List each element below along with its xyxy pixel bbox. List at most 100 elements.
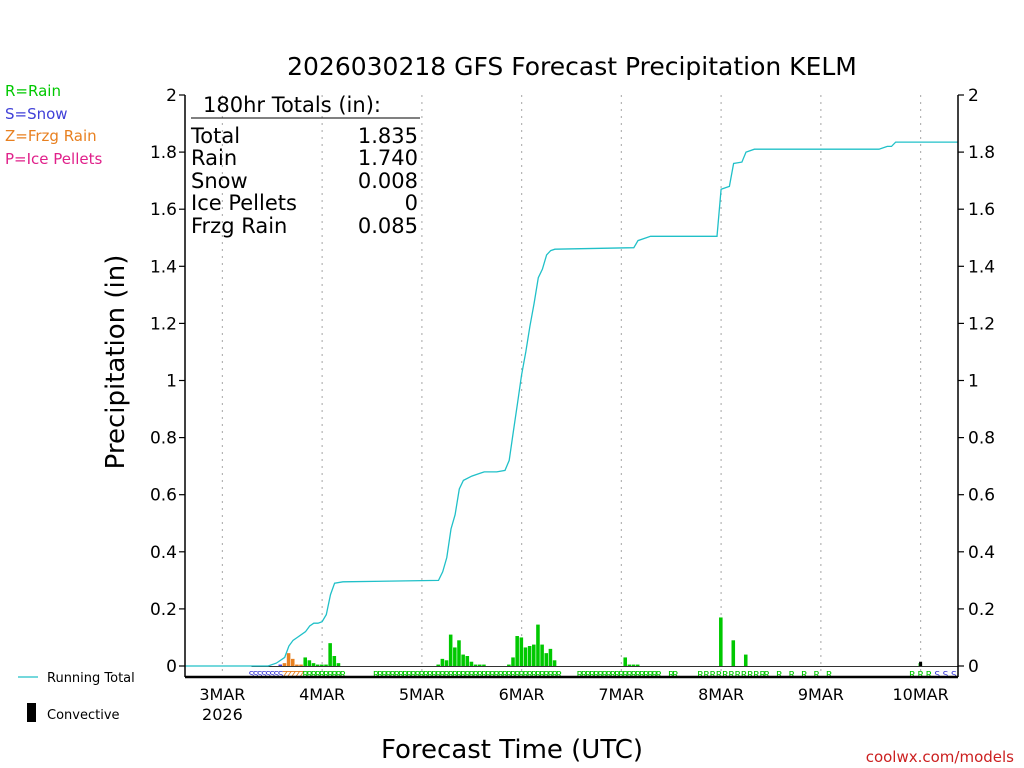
precip-type-marker: R [435,670,442,681]
precip-type-marker: S [934,670,940,681]
precip-type-marker: R [406,670,413,681]
precip-type-marker: R [448,670,455,681]
precip-type-marker: R [753,670,760,681]
precip-bar [623,657,628,666]
precip-bar [743,654,748,666]
precip-type-marker: R [552,670,559,681]
precip-type-marker: S [269,670,275,681]
precip-type-marker: R [411,670,418,681]
precip-type-marker: R [643,670,650,681]
precip-type-marker: R [332,670,339,681]
convective-swatch [27,703,36,722]
precip-type-marker: R [444,670,451,681]
totals-label-total: Total [190,124,240,148]
precip-type-marker: R [502,670,509,681]
precip-bar [519,637,524,666]
precip-bar [286,653,291,666]
precip-type-marker: R [704,670,711,681]
precip-bar [448,634,453,666]
precip-type-marker: R [656,670,663,681]
y-tick-label-left: 0.2 [150,600,177,620]
precip-bar [511,657,515,666]
totals-value-snow: 0.008 [358,169,418,193]
precip-type-marker: R [623,670,630,681]
precip-type-marker: R [485,670,492,681]
precip-type-marker: R [716,670,723,681]
y-tick-label-left: 1 [166,372,177,392]
totals-value-total: 1.835 [358,124,418,148]
precip-type-marker: R [431,670,438,681]
x-tick-label: 9MAR [798,685,844,704]
precip-type-marker: R [627,670,634,681]
precip-type-marker: S [257,670,263,681]
precip-type-marker: S [951,670,957,681]
x-tick-year: 2026 [202,705,243,724]
precip-type-marker: S [278,670,284,681]
precip-bar [299,664,303,666]
totals-value-freezing-rain: 0.085 [358,214,418,238]
precip-bar [552,660,557,666]
precip-type-marker: R [402,670,409,681]
precip-type-marker: R [323,670,330,681]
y-tick-label-right: 0.6 [968,486,995,506]
precip-type-marker: R [415,670,422,681]
precip-bar [332,656,337,666]
totals-label-ice-pellets: Ice Pellets [191,191,297,215]
precip-bar [631,664,636,666]
precip-bar [527,646,532,666]
precip-bar [540,644,544,666]
y-tick-label-left: 1.8 [150,143,177,163]
precip-type-marker: R [460,670,467,681]
credit-text: coolwx.com/models [866,748,1014,766]
y-tick-label-right: 1.8 [968,143,995,163]
precip-type-marker: R [440,670,447,681]
precip-type-marker: R [381,670,388,681]
precip-bar [465,656,470,666]
precip-type-marker: R [481,670,488,681]
precip-type-marker: R [776,670,783,681]
precip-bar [627,664,632,666]
precip-type-marker: R [618,670,625,681]
precip-type-marker: R [303,670,310,681]
y-ticks: 0 0 0.2 0.2 0.4 0.4 0.6 0.6 0.8 0.8 1 1 1.2 1.2 1.4 1.4… [150,86,995,677]
precip-type-marker: R [456,670,463,681]
y-tick-label-left: 0.6 [150,486,177,506]
precip-type-marker: Z [282,670,288,681]
totals-label-rain: Rain [191,146,237,170]
precip-bars [278,617,923,666]
precip-type-marker: R [452,670,459,681]
precip-type-marker: R [473,670,480,681]
precip-type-marker: R [635,670,642,681]
precip-type-marker: Z [294,670,300,681]
precip-bar [719,617,723,666]
legend-snow: S=Snow [5,105,68,123]
x-tick-label: 10MAR [892,685,948,704]
precip-type-marker: R [918,670,925,681]
precip-bar [461,654,465,666]
x-tick-label: 4MAR [299,685,345,704]
precip-bar [532,644,536,666]
precip-type-marker: R [311,670,318,681]
precip-type-marker: R [585,670,592,681]
precip-bar [457,640,461,666]
precip-bar [315,664,320,666]
precip-bar [324,664,328,666]
precip-type-marker: R [672,670,679,681]
precip-type-marker: R [556,670,563,681]
precip-type-marker: R [527,670,534,681]
totals-label-snow: Snow [191,169,248,193]
precip-type-marker: R [760,670,767,681]
precip-type-marker: R [394,670,401,681]
precip-type-legend: R=Rain S=Snow Z=Frzg Rain P=Ice Pellets [5,82,102,168]
precip-type-marker: R [498,670,505,681]
precip-type-marker: R [764,670,771,681]
chart-title: 2026030218 GFS Forecast Precipitation KE… [287,52,857,81]
precip-type-marker: R [315,670,322,681]
y-tick-label-left: 1.4 [150,257,177,277]
precip-type-marker: R [610,670,617,681]
precip-bar [635,664,640,666]
totals-value-rain: 1.740 [358,146,418,170]
totals-value-ice-pellets: 0 [405,191,418,215]
precip-type-marker: R [506,670,513,681]
precip-type-marker: R [494,670,501,681]
